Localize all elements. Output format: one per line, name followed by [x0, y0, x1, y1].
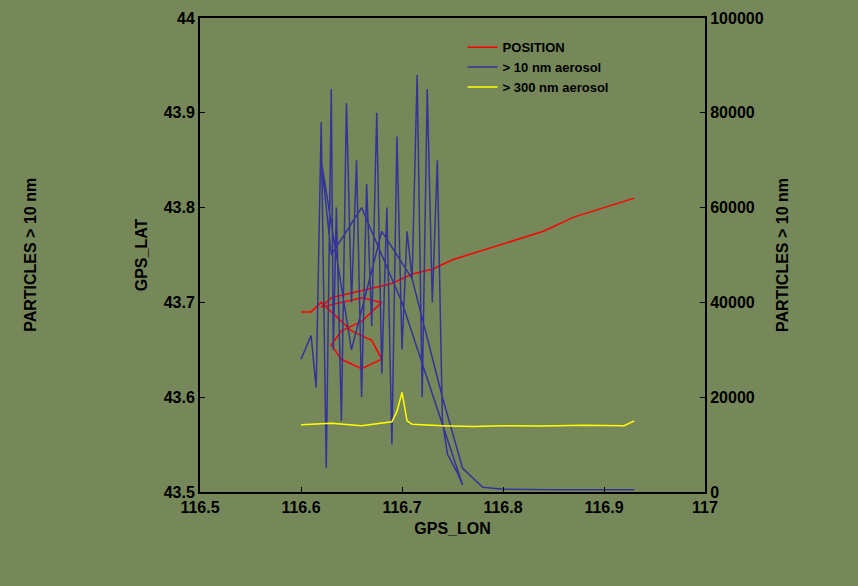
svg-text:116.5: 116.5 — [180, 499, 219, 516]
svg-text:43.8: 43.8 — [164, 199, 195, 216]
svg-text:40000: 40000 — [710, 294, 755, 311]
svg-text:> 300 nm aerosol: > 300 nm aerosol — [503, 80, 609, 95]
svg-text:POSITION: POSITION — [503, 40, 565, 55]
svg-text:100000: 100000 — [710, 10, 763, 27]
svg-text:44: 44 — [177, 10, 195, 27]
svg-text:60000: 60000 — [710, 199, 755, 216]
svg-text:20000: 20000 — [710, 389, 755, 406]
svg-text:GPS_LON: GPS_LON — [414, 520, 490, 537]
svg-text:116.8: 116.8 — [483, 499, 522, 516]
svg-text:GPS_LAT: GPS_LAT — [133, 218, 150, 291]
svg-text:116.9: 116.9 — [584, 499, 623, 516]
svg-text:43.6: 43.6 — [164, 389, 195, 406]
svg-text:43.9: 43.9 — [164, 104, 195, 121]
svg-text:PARTICLES > 10 nm: PARTICLES > 10 nm — [774, 178, 791, 332]
svg-text:116.6: 116.6 — [281, 499, 320, 516]
svg-text:43.5: 43.5 — [164, 484, 195, 501]
svg-text:> 10 nm aerosol: > 10 nm aerosol — [503, 60, 602, 75]
svg-text:43.7: 43.7 — [164, 294, 195, 311]
svg-text:0: 0 — [710, 484, 719, 501]
svg-text:116.7: 116.7 — [382, 499, 421, 516]
svg-text:117: 117 — [692, 499, 718, 516]
svg-text:PARTICLES > 10 nm: PARTICLES > 10 nm — [22, 178, 39, 332]
svg-text:80000: 80000 — [710, 104, 755, 121]
